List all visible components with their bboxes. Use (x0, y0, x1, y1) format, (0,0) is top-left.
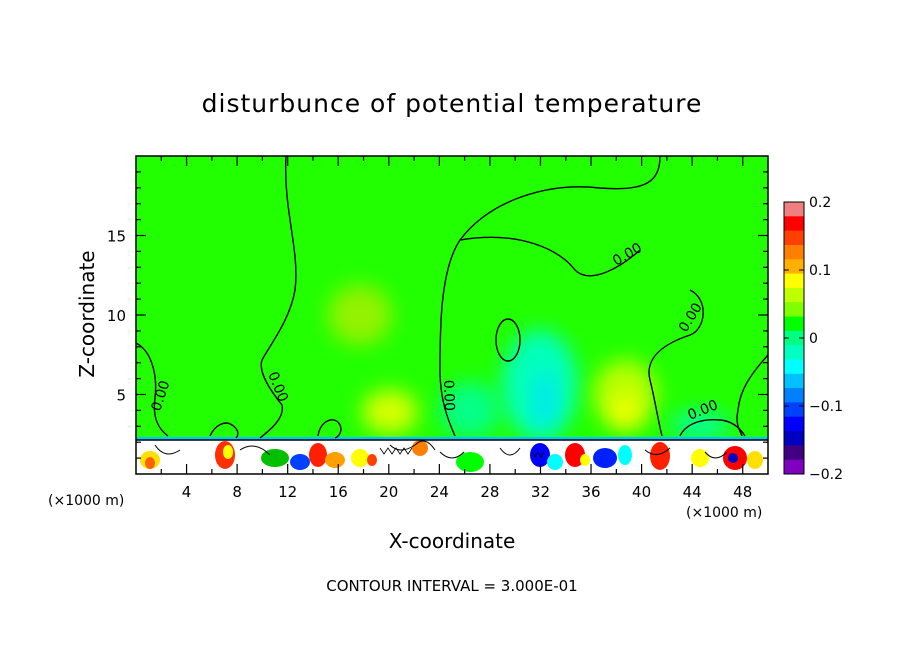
colorbar-cell (784, 416, 804, 432)
colorbar-tick-label: 0 (809, 331, 818, 347)
colorbar-cell (784, 431, 804, 446)
x-unit-right: (×1000 m) (686, 505, 762, 521)
colorbar-cell (784, 316, 804, 332)
colorbar-cells (784, 202, 804, 475)
x-tick-label: 12 (278, 483, 297, 501)
x-tick-label: 24 (430, 483, 449, 501)
x-tick-label: 40 (632, 483, 651, 501)
colorbar-cell (784, 330, 804, 346)
field-features: 0.00 0.00 0.00 0.00 0.00 0.00 (136, 156, 768, 474)
y-tick-label: 10 (107, 307, 126, 325)
x-tick-label: 48 (733, 483, 752, 501)
colorbar-cell (784, 273, 804, 289)
plot-area: 0.00 0.00 0.00 0.00 0.00 0.00 4 8 12 16 20 24… (107, 155, 769, 501)
colorbar-ticks: 0.2 0.1 0 −0.1 −0.2 (784, 195, 843, 483)
colorbar-tick-label: 0.2 (809, 195, 831, 211)
chart-title: disturbunce of potential temperature (202, 89, 703, 118)
x-tick-label: 4 (182, 483, 192, 501)
x-axis-ticks: 4 8 12 16 20 24 28 32 36 40 44 48 (160, 156, 752, 501)
contour-interval-footer: CONTOUR INTERVAL = 3.000E-01 (326, 577, 577, 595)
warm-blob-lower (362, 390, 418, 434)
colorbar-cell (784, 230, 804, 246)
x-tick-label: 28 (480, 483, 499, 501)
y-tick-label: 5 (116, 387, 126, 405)
y-axis-ticks: 5 10 15 (107, 171, 768, 459)
colorbar-tick-label: −0.2 (809, 467, 843, 483)
y-tick-label: 15 (107, 228, 126, 246)
x-tick-label: 44 (683, 483, 702, 501)
x-axis-label: X-coordinate (389, 529, 516, 553)
x-unit-left: (×1000 m) (48, 493, 124, 509)
colorbar-cell (784, 345, 804, 360)
x-tick-label: 20 (379, 483, 398, 501)
x-tick-label: 32 (531, 483, 550, 501)
zero-contours (136, 156, 768, 439)
colorbar-tick-label: −0.1 (809, 399, 843, 415)
colorbar-tick-label: 0.1 (809, 263, 831, 279)
colorbar: 0.2 0.1 0 −0.1 −0.2 (783, 195, 843, 483)
colorbar-cell (784, 216, 804, 232)
colorbar-cell (784, 359, 804, 375)
colorbar-cell (784, 244, 804, 260)
x-tick-label: 36 (581, 483, 600, 501)
cool-blob-right (670, 411, 730, 439)
cool-blob-core (535, 372, 555, 428)
boundary-layer (136, 437, 768, 474)
colorbar-cell (784, 373, 804, 389)
x-tick-label: 8 (232, 483, 242, 501)
contour-label: 0.00 (440, 380, 457, 412)
x-tick-label: 16 (329, 483, 348, 501)
colorbar-cell (784, 287, 804, 303)
warm-blob-upper (328, 285, 392, 345)
colorbar-cell (784, 402, 804, 418)
colorbar-cell (784, 459, 804, 475)
colorbar-cell (784, 302, 804, 318)
colorbar-cell (784, 445, 804, 461)
y-axis-label: Z-coordinate (75, 250, 99, 377)
colorbar-cell (784, 259, 804, 275)
colorbar-cell (784, 202, 804, 217)
colorbar-cell (784, 388, 804, 403)
cool-blob-a (440, 382, 500, 438)
warm-blob-right-core (613, 394, 637, 426)
